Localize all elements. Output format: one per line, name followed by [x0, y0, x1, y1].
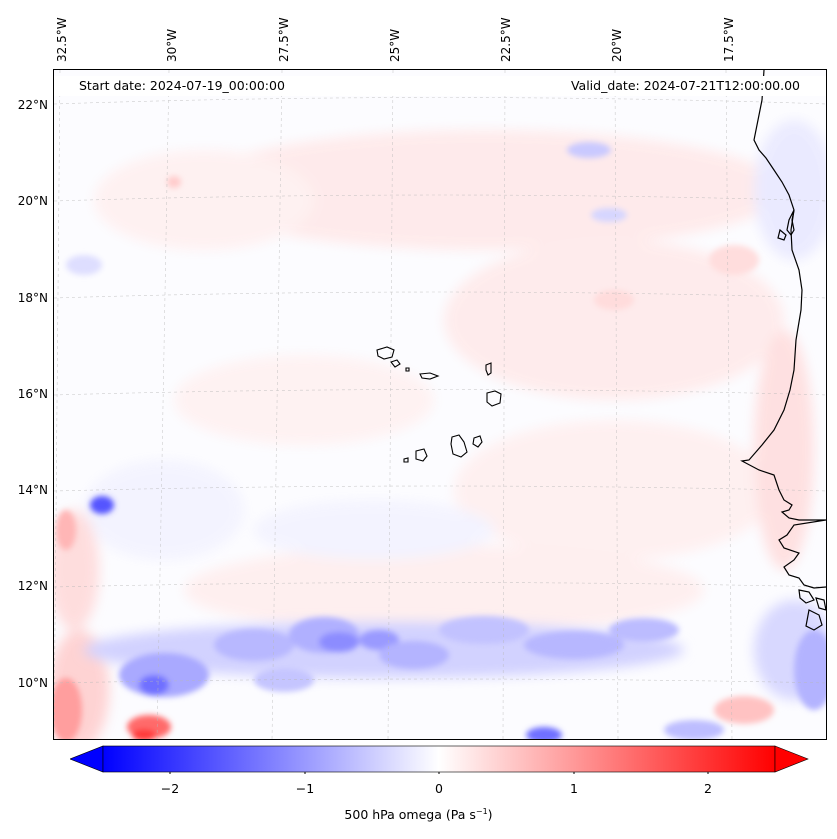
lat-label-22n: 22°N — [17, 98, 48, 112]
lat-label-18n: 18°N — [17, 291, 48, 305]
lat-label-20n: 20°N — [17, 194, 48, 208]
colorbar-label-main: 500 hPa omega (Pa s — [344, 807, 476, 823]
colorbar-tick-2: 2 — [704, 781, 712, 796]
colorbar-tick-minus-2: −2 — [160, 781, 180, 796]
lat-label-16n: 16°N — [17, 387, 48, 401]
valid-date-title: Valid_date: 2024-07-21T12:00:00.00 — [570, 78, 800, 93]
colorbar-ticks — [169, 772, 709, 774]
lon-label-25w: 25°W — [388, 28, 402, 62]
cape-verde-islands — [376, 346, 502, 463]
lat-label-10n: 10°N — [17, 676, 48, 690]
gridlines — [54, 70, 826, 739]
coastline — [740, 70, 826, 631]
colorbar — [70, 745, 809, 774]
lon-label-20w: 20°W — [610, 28, 624, 62]
colorbar-tick-1: 1 — [570, 781, 578, 796]
colorbar-tick-minus-1: −1 — [295, 781, 315, 796]
omega-field-map — [54, 70, 826, 739]
colorbar-tick-0: 0 — [435, 781, 443, 796]
lon-label-17-5w: 17.5°W — [722, 17, 736, 62]
lon-label-30w: 30°W — [165, 28, 179, 62]
lat-label-14n: 14°N — [17, 483, 48, 497]
start-date-title: Start date: 2024-07-19_00:00:00 — [79, 78, 285, 93]
colorbar-arrow-right — [774, 745, 809, 773]
colorbar-label-end: ) — [487, 807, 493, 823]
colorbar-label: 500 hPa omega (Pa s−1) — [0, 807, 837, 822]
map-panel[interactable] — [53, 69, 827, 740]
lon-label-32-5w: 32.5°W — [55, 17, 69, 62]
colorbar-arrow-left — [70, 745, 104, 773]
lat-label-12n: 12°N — [17, 579, 48, 593]
lon-label-22-5w: 22.5°W — [499, 17, 513, 62]
title-strip — [54, 76, 826, 96]
omega-field — [54, 70, 826, 739]
colorbar-body — [102, 745, 776, 773]
colorbar-label-exponent: −1 — [475, 807, 488, 816]
lon-label-27-5w: 27.5°W — [277, 17, 291, 62]
